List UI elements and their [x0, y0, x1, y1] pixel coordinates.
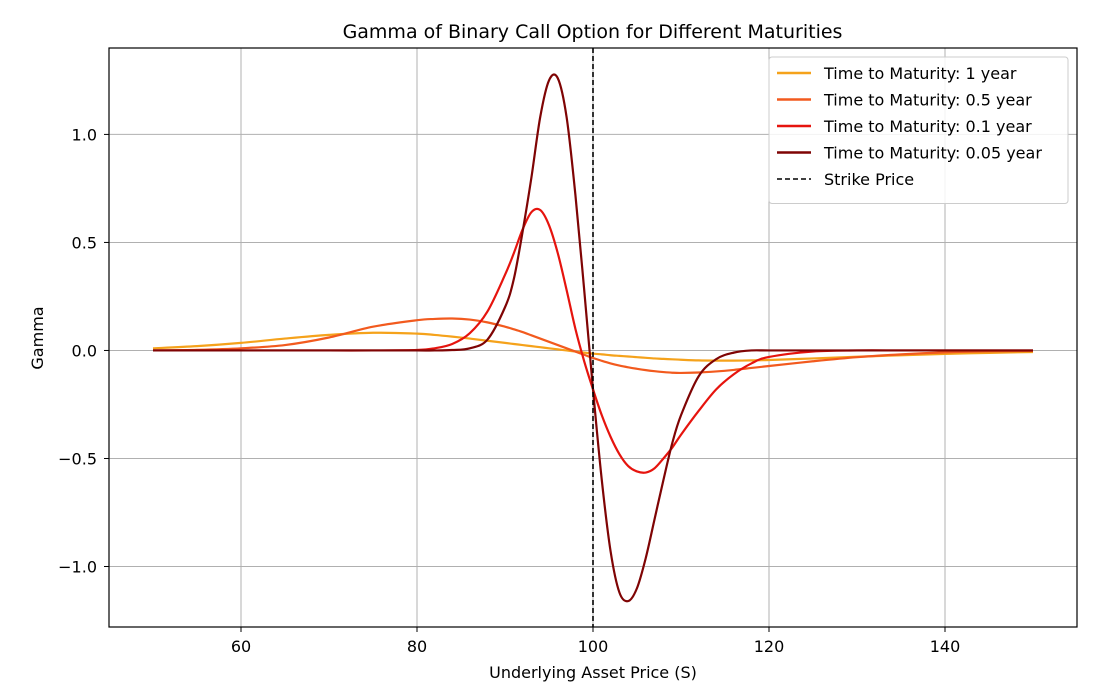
y-tick-label: 0.0: [72, 341, 97, 360]
y-tick-label: 1.0: [72, 125, 97, 144]
legend-label: Time to Maturity: 1 year: [823, 64, 1017, 83]
ticks: 60 80 100 120 140 −1.0 −0.5 0.0 0.5 1.0: [58, 125, 960, 656]
series-line-2: [152, 317, 1034, 375]
legend-label: Time to Maturity: 0.05 year: [823, 144, 1042, 163]
x-tick-label: 120: [754, 637, 785, 656]
y-tick-label: −0.5: [58, 449, 97, 468]
series-line-4: [152, 73, 1033, 603]
legend-label: Strike Price: [824, 170, 914, 189]
y-axis-title: Gamma: [28, 306, 47, 369]
x-axis-title: Underlying Asset Price (S): [489, 663, 697, 682]
legend: Time to Maturity: 1 year Time to Maturity…: [768, 56, 1069, 204]
legend-label: Time to Maturity: 0.1 year: [823, 117, 1032, 136]
legend-label: Time to Maturity: 0.5 year: [823, 91, 1032, 110]
x-tick-label: 100: [578, 637, 609, 656]
chart-title: Gamma of Binary Call Option for Differen…: [343, 21, 843, 43]
y-tick-label: −1.0: [58, 558, 97, 577]
x-tick-label: 60: [231, 637, 251, 656]
x-tick-label: 140: [930, 637, 961, 656]
x-tick-label: 80: [407, 637, 427, 656]
legend-box: [768, 56, 1069, 204]
y-tick-label: 0.5: [72, 233, 97, 252]
